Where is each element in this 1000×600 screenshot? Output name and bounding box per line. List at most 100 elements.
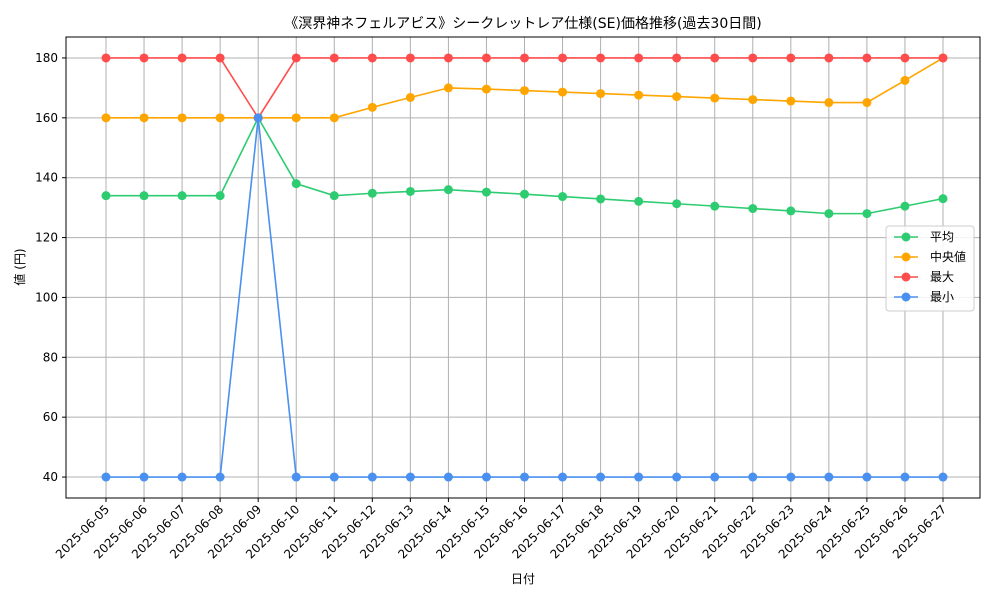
data-point [405, 186, 415, 196]
data-point [672, 53, 682, 63]
data-point [101, 53, 111, 63]
plot-frame [65, 36, 981, 499]
data-point [672, 199, 682, 209]
data-point [634, 53, 644, 63]
data-point [215, 191, 225, 201]
data-point [215, 53, 225, 63]
data-point [443, 472, 453, 482]
data-point [672, 92, 682, 102]
data-point [710, 201, 720, 211]
data-point [900, 75, 910, 85]
data-point [443, 53, 453, 63]
data-point [710, 53, 720, 63]
data-point [139, 53, 149, 63]
data-point [596, 194, 606, 204]
legend-label: 最小 [930, 290, 954, 304]
data-point [900, 53, 910, 63]
data-point [405, 472, 415, 482]
data-point [710, 93, 720, 103]
data-point [710, 472, 720, 482]
data-point [443, 83, 453, 93]
data-point [824, 98, 834, 108]
data-point [862, 472, 872, 482]
legend-marker [901, 272, 911, 282]
data-point [405, 92, 415, 102]
data-point [558, 53, 568, 63]
data-point [824, 472, 834, 482]
y-axis-ticks: 40 60 80 100 120 140 160 180 [35, 51, 66, 484]
data-point [786, 53, 796, 63]
data-point [634, 90, 644, 100]
data-point [215, 472, 225, 482]
series-3 [101, 113, 948, 482]
chart-title: 《溟界神ネフェルアビス》シークレットレア仕様(SE)価格推移(過去30日間) [284, 16, 761, 32]
series-0 [101, 113, 948, 219]
data-point [558, 472, 568, 482]
data-point [900, 201, 910, 211]
data-point [748, 472, 758, 482]
data-point [596, 89, 606, 99]
data-point [938, 194, 948, 204]
y-tick-label: 100 [35, 290, 58, 304]
data-point [177, 191, 187, 201]
series-1 [101, 53, 948, 123]
data-point [786, 472, 796, 482]
x-axis-label: 日付 [511, 572, 535, 586]
series-layer [101, 53, 948, 482]
legend-box [885, 225, 975, 312]
data-point [481, 53, 491, 63]
data-point [748, 95, 758, 105]
data-point [558, 87, 568, 97]
y-axis-label: 値 (円) [12, 248, 27, 285]
data-point [329, 53, 339, 63]
data-point [520, 86, 529, 96]
series-2 [101, 53, 948, 123]
data-point [596, 472, 606, 482]
data-point [367, 472, 377, 482]
data-point [824, 209, 834, 219]
y-tick-label: 120 [35, 231, 58, 245]
data-point [938, 472, 948, 482]
y-tick-label: 40 [43, 470, 58, 484]
data-point [786, 96, 796, 106]
data-point [748, 53, 758, 63]
data-point [177, 472, 187, 482]
y-tick-label: 60 [43, 410, 58, 424]
data-point [748, 204, 758, 214]
y-tick-label: 160 [35, 111, 58, 125]
data-point [862, 209, 872, 219]
data-point [862, 53, 872, 63]
data-point [481, 84, 491, 94]
data-point [101, 191, 111, 201]
data-point [177, 113, 187, 123]
data-point [520, 53, 529, 63]
data-point [101, 113, 111, 123]
data-point [291, 179, 301, 189]
data-point [862, 98, 872, 108]
y-tick-label: 180 [35, 51, 58, 65]
data-point [443, 185, 453, 195]
data-point [786, 206, 796, 216]
data-point [329, 191, 339, 201]
legend-label: 平均 [930, 230, 954, 244]
data-point [672, 472, 682, 482]
data-point [253, 113, 263, 123]
data-point [520, 189, 529, 199]
data-point [558, 192, 568, 202]
data-point [291, 53, 301, 63]
data-point [139, 191, 149, 201]
data-point [938, 53, 948, 63]
data-point [367, 53, 377, 63]
legend-label: 最大 [930, 270, 954, 284]
data-point [101, 472, 111, 482]
data-point [367, 188, 377, 198]
legend-label: 中央値 [930, 249, 966, 264]
y-tick-label: 140 [35, 171, 58, 185]
legend-marker [901, 232, 911, 242]
data-point [215, 113, 225, 123]
data-point [329, 113, 339, 123]
data-point [596, 53, 606, 63]
